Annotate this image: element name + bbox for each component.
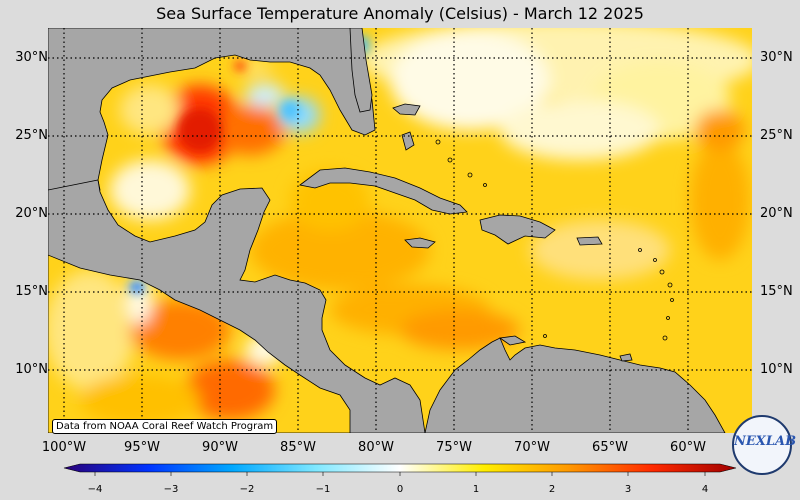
logo-text: NEXLAB (734, 434, 797, 449)
lon-label: 85°W (280, 440, 316, 455)
lon-label: 90°W (202, 440, 238, 455)
colorbar-tick-label: −1 (315, 484, 331, 495)
lat-label-left: 10°N (15, 362, 48, 377)
island-outlines (435, 139, 674, 341)
colorbar-tick-label: −2 (239, 484, 255, 495)
lon-label: 95°W (124, 440, 160, 455)
colorbar-tick-label: 0 (396, 484, 404, 495)
colorbar-tick-label: 3 (624, 484, 632, 495)
map-title: Sea Surface Temperature Anomaly (Celsius… (156, 4, 644, 23)
land-masses (48, 28, 726, 433)
lat-label-left: 25°N (15, 128, 48, 143)
lon-label: 70°W (514, 440, 550, 455)
lat-label-left: 30°N (15, 50, 48, 65)
data-source-credit: Data from NOAA Coral Reef Watch Program (52, 419, 278, 434)
colorbar-tick-label: 2 (548, 484, 556, 495)
colorbar-tick-label: 1 (472, 484, 480, 495)
lat-label-left: 15°N (15, 284, 48, 299)
lon-label: 100°W (41, 440, 87, 455)
colorbar (63, 463, 737, 476)
lon-label: 80°W (358, 440, 394, 455)
lon-label: 65°W (592, 440, 628, 455)
colorbar-tick-label: −3 (163, 484, 179, 495)
lat-label-right: 20°N (760, 206, 793, 221)
colorbar-tick-label: 4 (701, 484, 709, 495)
lat-label-right: 10°N (760, 362, 793, 377)
lat-label-left: 20°N (15, 206, 48, 221)
lat-label-right: 15°N (760, 284, 793, 299)
lon-label: 75°W (436, 440, 472, 455)
nexlab-logo: NEXLAB (732, 415, 797, 475)
lon-label: 60°W (670, 440, 706, 455)
colorbar-tick-label: −4 (87, 484, 103, 495)
lat-label-right: 25°N (760, 128, 793, 143)
graticule (48, 28, 752, 433)
lat-label-right: 30°N (760, 50, 793, 65)
